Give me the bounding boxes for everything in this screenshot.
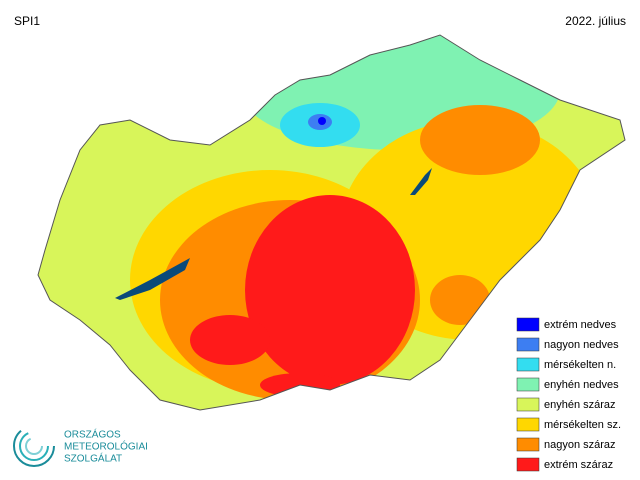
logo-line: METEOROLÓGIAI: [64, 440, 148, 453]
map-title: SPI1: [14, 14, 40, 28]
legend-label: enyhén nedves: [544, 379, 619, 391]
legend-label: extrém nedves: [544, 319, 617, 331]
legend-swatch: [516, 457, 540, 472]
legend-label: enyhén száraz: [544, 399, 616, 411]
logo-line: ORSZÁGOS: [64, 428, 121, 441]
legend-label: nagyon száraz: [544, 439, 616, 451]
legend-swatch: [516, 377, 540, 392]
legend-label: mérsékelten n.: [544, 359, 616, 371]
legend-swatch: [516, 397, 540, 412]
legend-label: extrém száraz: [544, 459, 613, 471]
legend-swatch: [516, 337, 540, 352]
legend-swatch: [516, 357, 540, 372]
legend-swatch: [516, 317, 540, 332]
map-date: 2022. július: [565, 14, 626, 28]
legend-label: mérsékelten sz.: [544, 419, 621, 431]
legend-label: nagyon nedves: [544, 339, 619, 351]
legend-swatch: [516, 437, 540, 452]
legend-swatch: [516, 417, 540, 432]
logo: ORSZÁGOS METEOROLÓGIAI SZOLGÁLAT: [13, 425, 148, 467]
country-border: [37, 34, 626, 411]
logo-line: SZOLGÁLAT: [64, 452, 122, 465]
legend: extrém nedves nagyon nedves mérsékelten n.…: [516, 317, 621, 472]
